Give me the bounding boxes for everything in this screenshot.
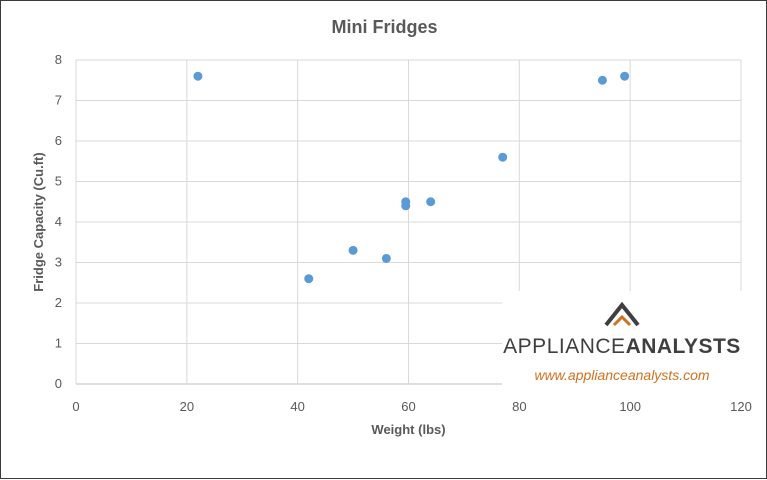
data-point (304, 274, 314, 284)
x-tick-label: 120 (730, 399, 752, 414)
data-point (381, 253, 391, 263)
y-tick-label: 4 (55, 214, 62, 229)
data-point (401, 201, 411, 211)
x-tick-label: 20 (180, 399, 194, 414)
x-tick-label: 60 (401, 399, 415, 414)
brand-name-light: APPLIANCE (503, 335, 626, 358)
data-point (348, 245, 358, 255)
y-tick-label: 3 (55, 255, 62, 270)
data-point (620, 71, 630, 81)
y-tick-label: 8 (55, 52, 62, 67)
brand-name-bold: ANALYSTS (625, 335, 741, 358)
brand-name: APPLIANCEANALYSTS (502, 335, 742, 359)
data-points (193, 71, 630, 284)
y-tick-label: 1 (55, 336, 62, 351)
roof-logo-icon (604, 301, 640, 327)
x-tick-label: 40 (290, 399, 304, 414)
x-axis-title: Weight (lbs) (371, 422, 445, 437)
y-tick-label: 5 (55, 174, 62, 189)
x-tick-label: 80 (512, 399, 526, 414)
y-tick-label: 2 (55, 295, 62, 310)
y-axis-title: Fridge Capacity (Cu.ft) (31, 152, 46, 291)
y-tick-label: 0 (55, 376, 62, 391)
watermark-logo: APPLIANCEANALYSTS www.applianceanalysts.… (502, 291, 742, 393)
y-tick-label: 7 (55, 93, 62, 108)
brand-url: www.applianceanalysts.com (534, 367, 710, 383)
y-tick-label: 6 (55, 133, 62, 148)
data-point (426, 197, 436, 207)
data-point (597, 75, 607, 85)
data-point (498, 152, 508, 162)
chart-title: Mini Fridges (331, 17, 438, 37)
x-tick-label: 0 (72, 399, 79, 414)
data-point (193, 71, 203, 81)
x-tick-label: 100 (619, 399, 641, 414)
